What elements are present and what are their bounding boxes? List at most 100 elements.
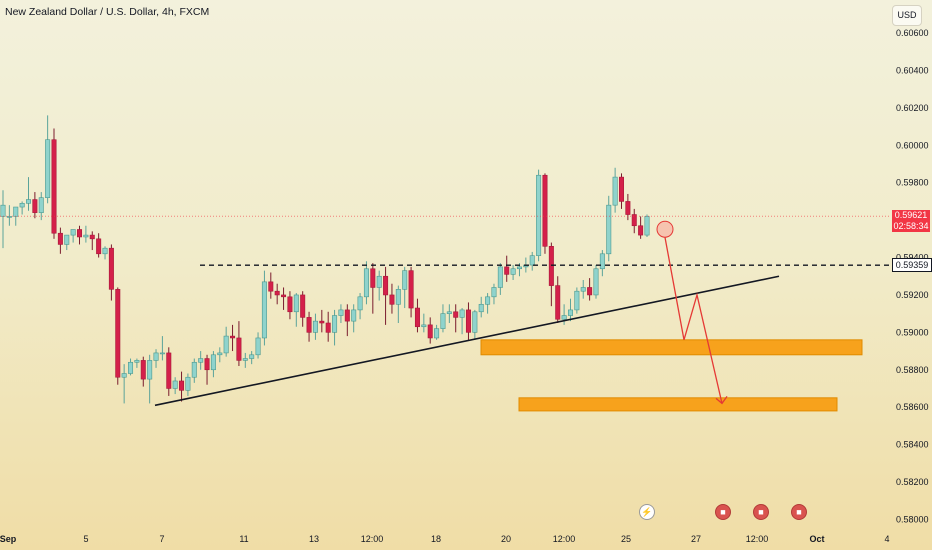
candle-body — [351, 309, 357, 322]
currency-button[interactable]: USD — [892, 5, 922, 26]
support-zone — [518, 397, 838, 412]
candle — [38, 192, 44, 221]
candle — [274, 283, 280, 305]
candle-body — [383, 275, 389, 296]
candle — [102, 246, 108, 260]
candle — [325, 311, 331, 342]
candle-body — [185, 376, 191, 391]
candle — [332, 309, 338, 346]
candle — [363, 261, 369, 305]
candle — [57, 227, 63, 254]
candle — [434, 324, 440, 340]
candle — [77, 225, 83, 245]
y-tick-label: 0.60000 — [896, 140, 929, 150]
flash-icon[interactable]: ⚡ — [639, 504, 655, 520]
candle — [497, 263, 503, 295]
candle — [344, 304, 350, 337]
candle-body — [440, 313, 446, 329]
candle — [261, 270, 267, 346]
candle-body — [453, 311, 459, 318]
y-tick-label: 0.59400 — [896, 253, 929, 263]
candle-body — [363, 268, 369, 298]
candle — [134, 358, 140, 368]
x-tick-label: 13 — [309, 534, 319, 544]
candle-body — [408, 270, 414, 309]
us-flag-icon[interactable]: ■ — [753, 504, 769, 520]
y-tick-label: 0.58800 — [896, 365, 929, 375]
candle — [440, 304, 446, 333]
candle — [19, 201, 25, 215]
candle — [536, 169, 542, 262]
candle-body — [166, 352, 172, 389]
candle — [185, 373, 191, 396]
candle — [204, 354, 210, 385]
candle — [191, 358, 197, 383]
candle — [32, 192, 38, 219]
candle-body — [465, 309, 471, 333]
candle-body — [293, 294, 299, 313]
projected-path — [664, 237, 723, 404]
candle — [542, 173, 548, 254]
x-tick-label: 12:00 — [553, 534, 576, 544]
candle — [230, 324, 236, 352]
candle — [210, 351, 216, 378]
candle — [338, 304, 344, 323]
candle — [383, 266, 389, 325]
x-tick-label: Oct — [809, 534, 824, 544]
candle — [376, 270, 382, 301]
candle-body — [427, 324, 433, 339]
candle-body — [555, 285, 561, 320]
candle — [599, 250, 605, 277]
us-flag-icon[interactable]: ■ — [715, 504, 731, 520]
candle — [414, 298, 420, 333]
us-flag-icon[interactable]: ■ — [791, 504, 807, 520]
candle — [612, 167, 618, 213]
candle-body — [421, 324, 427, 328]
candle — [249, 351, 255, 365]
candle — [179, 371, 185, 402]
candle-body — [153, 352, 159, 361]
candle-body — [638, 225, 644, 236]
candle — [51, 128, 57, 239]
candle — [281, 287, 287, 310]
candle-body — [485, 296, 491, 305]
candle — [293, 293, 299, 327]
candle-body — [306, 317, 312, 333]
overlays — [0, 215, 890, 407]
candle — [217, 347, 223, 363]
candle — [580, 279, 586, 299]
candle-body — [574, 290, 580, 311]
candle — [351, 304, 357, 333]
candle-body — [631, 214, 637, 227]
candle-body — [548, 246, 554, 286]
candle-body — [179, 380, 185, 391]
candle-body — [96, 238, 102, 255]
candle-body — [210, 354, 216, 371]
candle — [395, 285, 401, 323]
candle — [166, 347, 172, 396]
x-tick-label: 27 — [691, 534, 701, 544]
candle — [26, 177, 32, 211]
candle — [287, 291, 293, 320]
candle-body — [268, 281, 274, 292]
arrow-head — [715, 396, 728, 405]
candle-body — [434, 328, 440, 339]
trendline — [154, 275, 780, 407]
candle-body — [618, 176, 624, 202]
candle-body — [51, 139, 57, 234]
candle-body — [287, 296, 293, 313]
candle — [485, 293, 491, 314]
candle-body — [567, 309, 573, 316]
candle — [83, 225, 89, 243]
candle-body — [580, 287, 586, 292]
candle — [427, 317, 433, 344]
candle — [45, 115, 51, 204]
candle-body — [242, 358, 248, 361]
candle-body — [89, 234, 95, 240]
candle — [172, 377, 178, 395]
candle-body — [338, 309, 344, 316]
candle-body — [376, 275, 382, 288]
candle — [159, 336, 165, 361]
